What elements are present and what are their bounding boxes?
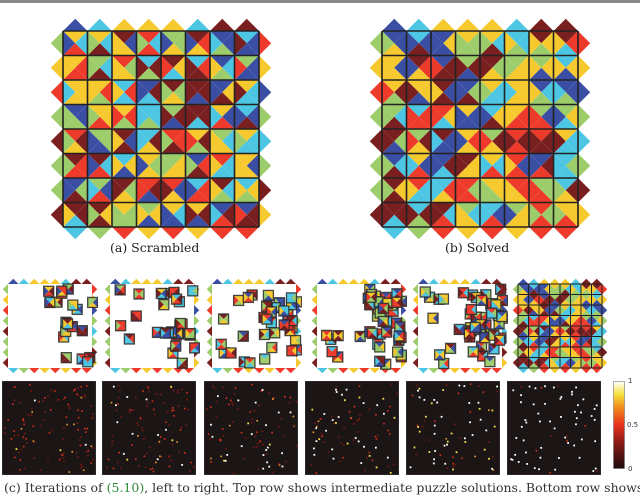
solved-puzzle (369, 18, 591, 240)
colorbar-mid-label: 0.5 (627, 421, 639, 429)
colorbar-min-label: 0 (628, 465, 633, 473)
iteration-heatmap-2 (102, 381, 196, 475)
caption-suffix: , left to right. Top row shows intermedi… (144, 480, 640, 495)
caption-prefix: (c) Iterations of (4, 480, 107, 495)
iteration-solution-5 (412, 278, 508, 374)
colorbar-gradient (613, 381, 625, 469)
colorbar-max-label: 1 (628, 377, 633, 385)
colorbar (613, 381, 625, 469)
equation-reference-link[interactable]: (5.10) (106, 480, 145, 495)
page-top-rule (0, 0, 640, 3)
iteration-solution-2 (104, 278, 200, 374)
iteration-heatmap-3 (204, 381, 298, 475)
iteration-solution-3 (206, 278, 302, 374)
iteration-heatmap-5 (406, 381, 500, 475)
iteration-heatmap-4 (305, 381, 399, 475)
caption-solved: (b) Solved (445, 240, 510, 255)
iteration-solution-1 (2, 278, 98, 374)
iteration-solution-6 (512, 278, 608, 374)
caption-scrambled: (a) Scrambled (110, 240, 200, 255)
iteration-solution-4 (311, 278, 407, 374)
iteration-heatmap-6 (507, 381, 601, 475)
scrambled-puzzle (50, 18, 272, 240)
solved-puzzle-grid (369, 18, 591, 240)
figure-caption: (c) Iterations of (5.10), left to right.… (4, 480, 640, 495)
iteration-heatmap-1 (2, 381, 96, 475)
scrambled-puzzle-grid (50, 18, 272, 240)
